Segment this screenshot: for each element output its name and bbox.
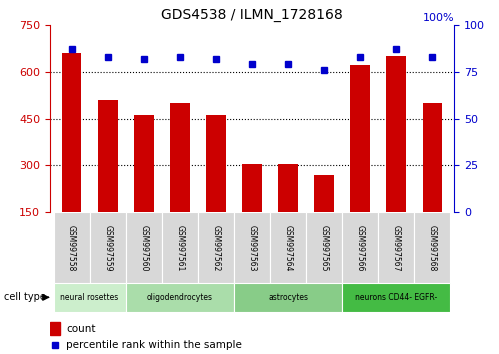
Bar	[270, 212, 306, 283]
Text: GSM997561: GSM997561	[175, 224, 184, 271]
Text: GSM997563: GSM997563	[248, 224, 256, 271]
Bar	[53, 212, 90, 283]
Text: 100%: 100%	[423, 13, 454, 23]
Text: neural rosettes: neural rosettes	[60, 293, 119, 302]
Bar	[350, 65, 370, 259]
Bar	[386, 56, 406, 259]
Bar	[162, 212, 198, 283]
Text: neurons CD44- EGFR-: neurons CD44- EGFR-	[355, 293, 438, 302]
Text: GSM997559: GSM997559	[103, 224, 112, 271]
Bar	[126, 212, 162, 283]
Bar	[242, 164, 262, 259]
Text: oligodendrocytes: oligodendrocytes	[147, 293, 213, 302]
Text: GSM997560: GSM997560	[139, 224, 148, 271]
Bar	[378, 212, 414, 283]
Bar	[234, 283, 342, 312]
Bar	[234, 212, 270, 283]
Bar	[342, 283, 451, 312]
Bar	[342, 212, 378, 283]
Bar	[423, 103, 442, 259]
Text: GSM997562: GSM997562	[212, 224, 221, 271]
Bar	[126, 283, 234, 312]
Text: GSM997565: GSM997565	[320, 224, 329, 271]
Title: GDS4538 / ILMN_1728168: GDS4538 / ILMN_1728168	[161, 8, 343, 22]
Bar	[206, 115, 226, 259]
Text: GSM997564: GSM997564	[283, 224, 292, 271]
Bar	[170, 103, 190, 259]
Text: GSM997567: GSM997567	[392, 224, 401, 271]
Text: cell type: cell type	[4, 292, 46, 302]
Text: GSM997558: GSM997558	[67, 224, 76, 271]
Bar	[53, 283, 126, 312]
Text: GSM997566: GSM997566	[356, 224, 365, 271]
Bar	[134, 115, 154, 259]
Text: percentile rank within the sample: percentile rank within the sample	[66, 340, 242, 350]
Bar	[306, 212, 342, 283]
Text: astrocytes: astrocytes	[268, 293, 308, 302]
Bar	[198, 212, 234, 283]
Bar	[50, 322, 60, 335]
Bar	[414, 212, 451, 283]
Text: count: count	[66, 324, 96, 333]
Bar	[90, 212, 126, 283]
Bar	[62, 53, 81, 259]
Text: GSM997568: GSM997568	[428, 224, 437, 271]
Bar	[278, 164, 298, 259]
Bar	[314, 175, 334, 259]
Bar	[98, 100, 118, 259]
